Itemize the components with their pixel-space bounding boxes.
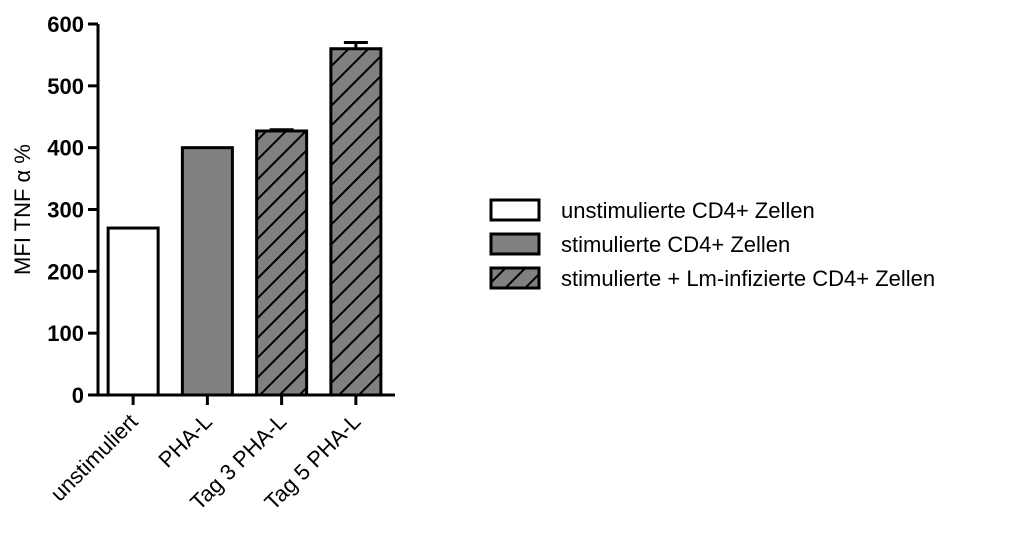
bar-tag-3-pha-l xyxy=(255,129,309,397)
y-tick-label: 600 xyxy=(47,12,84,37)
x-tick-label: unstimuliert xyxy=(45,409,142,506)
legend-swatch xyxy=(489,266,541,290)
y-tick-label: 500 xyxy=(47,74,84,99)
bar-unstimuliert xyxy=(106,226,160,397)
legend-swatch xyxy=(489,198,541,222)
legend: unstimulierte CD4+ Zellen stimulierte CD4… xyxy=(489,198,935,291)
bar-pha-l xyxy=(180,146,234,397)
y-tick-label: 0 xyxy=(72,383,84,408)
y-tick-label: 200 xyxy=(47,259,84,284)
legend-swatch xyxy=(489,232,541,256)
y-tick-label: 300 xyxy=(47,198,84,223)
x-tick-label: PHA-L xyxy=(153,409,216,472)
y-tick-label: 100 xyxy=(47,321,84,346)
legend-label: stimulierte CD4+ Zellen xyxy=(561,232,790,257)
y-axis-title: MFI TNF α % xyxy=(10,144,35,275)
bar-tag-5-pha-l xyxy=(329,47,383,397)
legend-label: stimulierte + Lm-infizierte CD4+ Zellen xyxy=(561,266,935,291)
legend-label: unstimulierte CD4+ Zellen xyxy=(561,198,815,223)
y-tick-label: 400 xyxy=(47,136,84,161)
